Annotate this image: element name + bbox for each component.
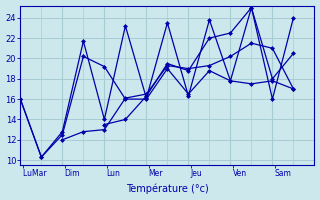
X-axis label: Température (°c): Température (°c) xyxy=(126,184,209,194)
